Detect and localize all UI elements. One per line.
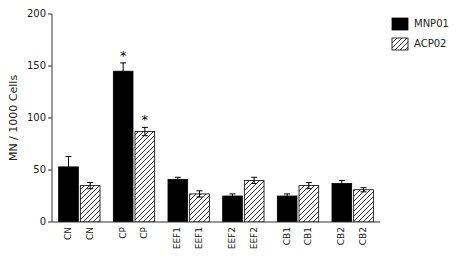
legend-swatch xyxy=(392,18,408,30)
error-bar xyxy=(175,177,181,181)
legend-label: ACP02 xyxy=(414,38,446,49)
legend-label: MNP01 xyxy=(414,18,449,29)
bar xyxy=(244,180,264,222)
x-tick-label: CB1 xyxy=(282,227,292,245)
error-bar xyxy=(361,188,367,192)
x-tick-label: CB2 xyxy=(358,227,368,245)
annotation: * xyxy=(142,112,149,127)
y-tick-label: 0 xyxy=(40,216,46,227)
x-tick-label: EEF2 xyxy=(249,227,259,249)
error-bar xyxy=(339,180,345,186)
y-axis-label: MN / 1000 Cells xyxy=(7,75,20,161)
x-axis-line xyxy=(52,222,380,223)
y-tick-label: 150 xyxy=(27,60,46,71)
legend-swatch xyxy=(392,38,408,50)
error-bar xyxy=(65,156,71,177)
y-tick xyxy=(48,170,52,171)
bar xyxy=(332,184,352,222)
error-bar xyxy=(197,191,203,197)
x-tick-label: EEF1 xyxy=(194,227,204,249)
chart: 0 50 100 150 200 MN / 1000 Cells CN CN CP CP EEF1 E… xyxy=(0,0,473,274)
bar xyxy=(299,186,319,222)
x-tick-label: CN xyxy=(85,227,95,240)
x-tick-label: CB1 xyxy=(303,227,313,245)
y-tick-label: 50 xyxy=(33,164,46,175)
y-tick xyxy=(48,14,52,15)
annotation: * xyxy=(120,48,127,63)
x-tick-label: CP xyxy=(118,226,128,238)
bar xyxy=(80,186,100,222)
x-tick-label: EEF2 xyxy=(227,227,237,249)
error-bar xyxy=(229,194,235,198)
error-bar xyxy=(284,194,290,198)
error-bar xyxy=(251,177,257,183)
y-tick xyxy=(48,118,52,119)
bar xyxy=(223,196,243,222)
legend: MNP01 ACP02 xyxy=(392,18,449,50)
y-tick-label: 200 xyxy=(27,8,46,19)
bars xyxy=(59,63,374,222)
y-tick xyxy=(48,222,52,223)
y-tick xyxy=(48,66,52,67)
bar xyxy=(354,190,374,222)
bar xyxy=(277,196,297,222)
y-tick-label: 100 xyxy=(27,112,46,123)
x-tick-label: CN xyxy=(63,227,73,240)
bar xyxy=(113,71,133,222)
bar xyxy=(190,194,210,222)
bar xyxy=(168,179,188,222)
error-bar xyxy=(306,182,312,188)
error-bar xyxy=(142,127,148,135)
x-tick-label: EEF1 xyxy=(172,227,182,249)
x-tick-label: CP xyxy=(139,226,149,238)
bar xyxy=(135,132,155,222)
error-bar xyxy=(120,63,126,80)
x-tick-label: CB2 xyxy=(336,227,346,245)
error-bar xyxy=(87,182,93,188)
